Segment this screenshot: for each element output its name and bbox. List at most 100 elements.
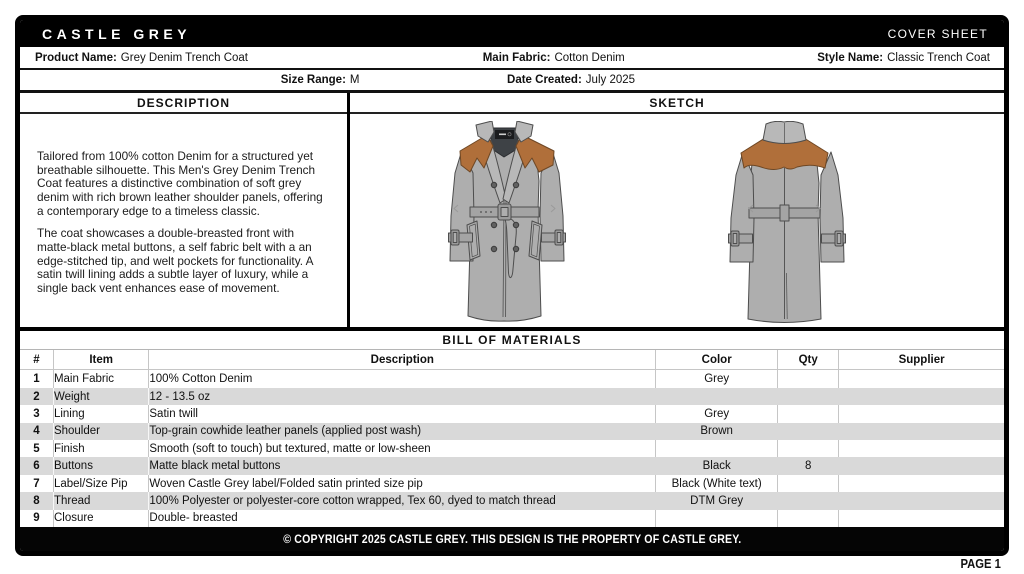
description-paragraph-2: The coat showcases a double-breasted fro… [37,226,313,296]
bom-cell-color: Grey [655,405,779,423]
title-bar: CASTLE GREY COVER SHEET [20,20,1004,47]
product-name-field: Product Name: Grey Denim Trench Coat [20,52,483,64]
notch-mark-right [550,204,556,213]
bom-cell-num: 7 [20,474,54,493]
date-created-value: July 2025 [585,74,636,86]
page-number: PAGE 1 [960,557,1001,571]
bom-row: 8 Thread 100% Polyester or polyester-core … [20,492,1004,510]
bom-cell-item: Main Fabric [53,369,150,388]
description-sketch-section: DESCRIPTION Tailored from 100% cotton De… [20,93,1004,332]
label-logo [507,132,512,137]
bom-cell-num: 6 [20,457,54,475]
bom-cell-description: Woven Castle Grey label/Folded satin pri… [148,474,657,493]
bom-cell-qty [777,492,840,510]
bom-cell-num: 1 [20,369,54,388]
bom-cell-description: Top-grain cowhide leather panels (applie… [148,422,657,441]
bom-cell-qty [777,474,840,493]
style-name-label: Style Name: [817,51,884,64]
size-range-field: Size Range: M [20,74,620,86]
size-range-label: Size Range: [280,74,346,86]
bom-cell-color [655,509,779,527]
brand-name: CASTLE GREY [42,25,192,42]
notch-mark-left [748,204,754,213]
sketch-title: SKETCH [350,93,1004,114]
description-paragraph-1: Tailored from 100% cotton Denim for a st… [37,149,323,218]
cuff-strap-right [541,232,566,243]
bom-col-color: Color [655,350,779,371]
front-body [467,141,542,322]
date-created-label: Date Created: [507,74,582,86]
bom-col-num: # [20,350,54,371]
bom-header-row: # Item Description Color Qty Supplier [20,350,1004,371]
bom-cell-description: 100% Cotton Denim [148,369,657,388]
bom-col-description: Description [148,350,657,371]
collar-wing-left [475,121,495,143]
sheet-type-label: COVER SHEET [887,26,988,41]
button [490,221,498,229]
button [490,181,498,189]
notch-mark-right [815,204,821,213]
date-created-field: Date Created: July 2025 [355,74,788,86]
info-row-1: Product Name: Grey Denim Trench Coat Main… [20,47,1004,70]
bom-cell-qty: 8 [777,457,840,475]
bom-cell-item: Weight [53,387,150,406]
bom-cell-supplier [838,387,1004,406]
bom-cell-num: 2 [20,387,54,406]
main-fabric-field: Main Fabric: Cotton Denim [483,52,788,64]
bom-cell-supplier [839,440,1004,457]
description-title: DESCRIPTION [20,93,347,114]
bom-col-item: Item [53,350,150,371]
description-panel: DESCRIPTION Tailored from 100% cotton De… [20,93,350,328]
coat-back-sketch [728,121,846,323]
bom-cell-supplier [838,492,1004,510]
bom-cell-qty [777,369,840,388]
button [512,181,520,189]
bom-row: 7 Label/Size Pip Woven Castle Grey label/F… [20,474,1004,493]
bom-cell-item: Shoulder [53,422,150,441]
bom-row: 9 Closure Double- breasted [20,509,1004,527]
bom-cell-color: Brown [655,422,779,441]
cuff-strap-right [821,233,846,244]
bom-cell-qty [777,387,840,406]
bom-cell-color: Black (White text) [655,474,779,493]
notch-mark-left [453,204,459,213]
bom-cell-description: Smooth (soft to touch) but textured, mat… [148,440,657,458]
copyright-text: © COPYRIGHT 2025 CASTLE GREY. THIS DESIG… [282,532,742,546]
cuff-strap-left [448,232,473,243]
bom-cell-description: Satin twill [148,405,657,423]
button [512,221,520,229]
bom-cell-color [655,387,779,406]
bom-cell-item: Lining [53,405,150,423]
button [512,245,520,253]
bom-cell-supplier [838,422,1004,441]
style-name-value: Classic Trench Coat [887,51,990,64]
bom-cell-item: Label/Size Pip [53,474,150,493]
bom-row: 5 Finish Smooth (soft to touch) but textur… [20,440,1004,458]
bom-cell-color: Grey [655,369,779,388]
style-name-field: Style Name: Classic Trench Coat [788,52,1004,64]
bom-cell-num: 3 [20,405,54,423]
product-name-label: Product Name: [35,51,117,64]
belt-loop [779,204,790,222]
size-range-value: M [349,74,360,86]
description-text: Tailored from 100% cotton Denim for a st… [20,114,347,305]
collar-wing-right [514,121,534,143]
bom-cell-item: Closure [53,509,150,527]
bom-cell-color [655,440,779,458]
bom-cell-supplier [839,510,1004,527]
bom-row: 4 Shoulder Top-grain cowhide leather panel… [20,422,1004,441]
info-row-2: Size Range: M Date Created: July 2025 [20,70,1004,93]
bom-section-title: BILL OF MATERIALS [20,331,1004,351]
bom-cell-supplier [839,475,1004,492]
bom-cell-description: Matte black metal buttons [148,457,657,475]
cuff-strap-left [728,233,753,244]
button [490,245,498,253]
bom-cell-supplier [839,370,1004,388]
product-name-value: Grey Denim Trench Coat [120,51,248,64]
bom-row: 1 Main Fabric 100% Cotton Denim Grey [20,369,1004,388]
main-fabric-value: Cotton Denim [554,51,625,64]
bom-cell-supplier [839,405,1004,422]
bom-cell-qty [777,422,840,441]
bom-col-supplier: Supplier [838,350,1004,371]
bom-cell-item: Buttons [53,457,150,475]
